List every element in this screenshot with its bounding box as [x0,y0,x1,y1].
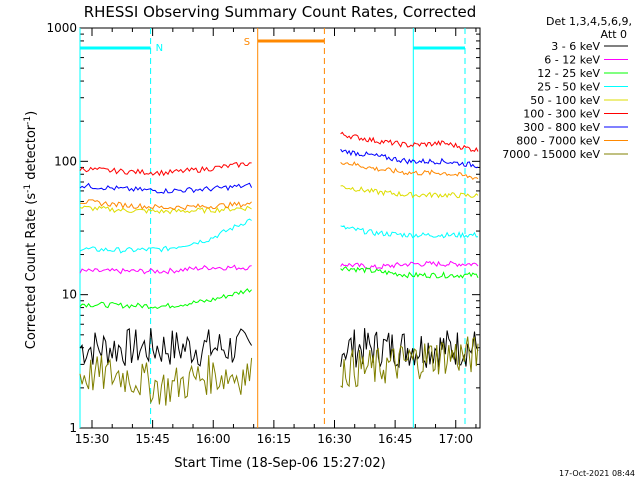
series-line [340,185,479,199]
y-tick-label: 10 [62,288,77,302]
x-tick-label: 16:15 [257,432,292,446]
legend-header-line2: Att 0 [601,28,627,41]
x-tick-label: 16:00 [196,432,231,446]
y-label-part3: ) [24,111,39,116]
series-line [340,260,479,270]
y-tick-label: 1 [69,421,77,435]
x-axis-ticks: 15:30 15:45 16:00 16:15 16:30 16:45 17:00 [75,28,477,446]
x-tick-label: 15:45 [135,432,170,446]
y-label-part1: Corrected Count Rate (s [24,193,39,350]
y-tick-label: 100 [54,154,77,168]
y-axis-label: Corrected Count Rate (s-1 detector-1) [23,111,39,349]
legend-label: 800 - 7000 keV [516,135,600,148]
y-label-exp2: -1 [23,116,33,125]
y-axis-ticks: 1 10 100 1000 [46,21,480,435]
chart-title: RHESSI Observing Summary Count Rates, Co… [84,3,477,21]
series-line [340,328,479,369]
series-line [79,355,253,406]
data-series [79,131,479,406]
legend-label: 100 - 300 keV [523,108,600,121]
footer-timestamp: 17-Oct-2021 08:44 [559,469,635,478]
x-tick-label: 16:30 [317,432,352,446]
series-line [79,218,252,254]
series-line [79,182,253,194]
y-label-part2: detector [24,124,39,184]
series-line [79,199,252,211]
series-line [79,288,252,310]
legend-label: 12 - 25 keV [537,67,600,80]
series-line [79,264,252,275]
legend-label: 50 - 100 keV [530,94,600,107]
series-line [340,225,479,239]
y-label-exp1: -1 [23,184,33,193]
flag-markers: NS [79,28,466,428]
x-tick-label: 16:45 [378,432,413,446]
y-tick-label: 1000 [46,21,77,35]
legend-label: 300 - 800 keV [523,121,600,134]
series-line [340,161,479,181]
series-line [340,266,479,279]
series-line [79,205,252,215]
legend-label: 25 - 50 keV [537,81,600,94]
series-line [340,336,479,389]
series-line [79,328,253,367]
x-tick-label: 17:00 [438,432,473,446]
x-axis-label: Start Time (18-Sep-06 15:27:02) [174,456,385,471]
legend-label: 3 - 6 keV [551,40,600,53]
legend-label: 7000 - 15000 keV [502,148,600,161]
plot-area: 1 10 100 1000 15:30 15:45 16:00 16:15 16:30 16:4… [46,21,481,446]
flag-n-label: N [156,43,163,54]
series-line [79,162,252,177]
series-line [340,131,479,152]
legend-label: 6 - 12 keV [544,54,600,67]
legend-header-line1: Det 1,3,4,5,6,9, [546,15,632,28]
flag-s-label: S [244,37,250,48]
x-tick-label: 15:30 [75,432,110,446]
series-line [340,148,479,169]
